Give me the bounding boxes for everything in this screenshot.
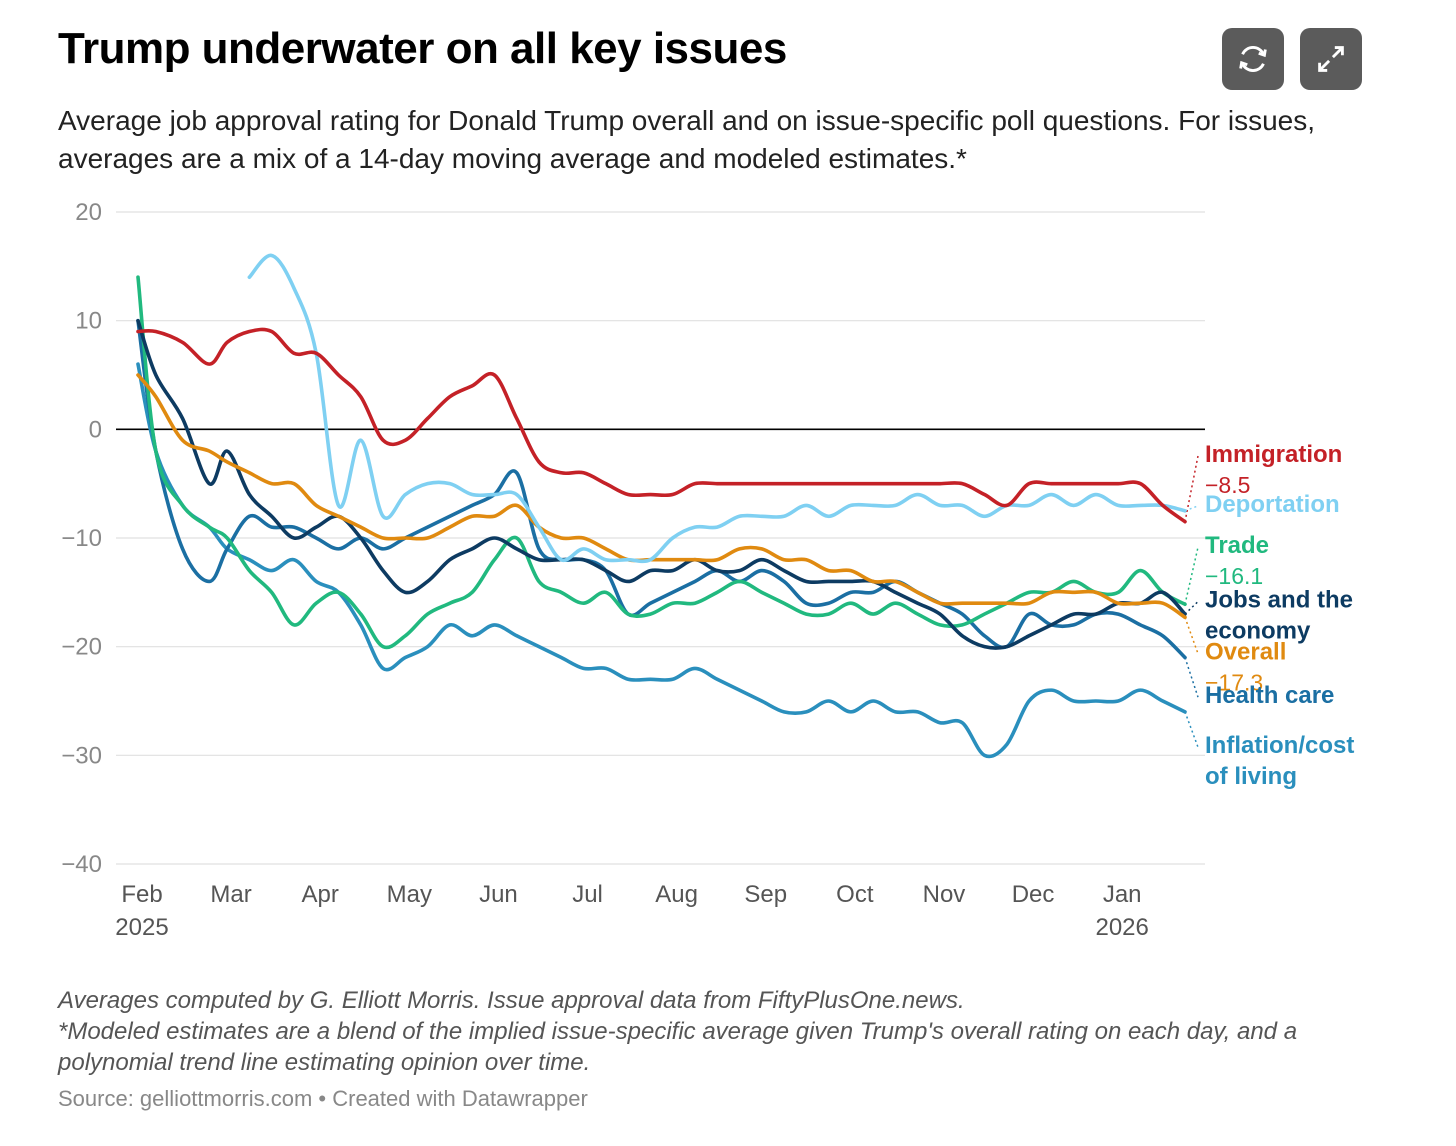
x-tick-label: Apr: [302, 881, 339, 908]
leader-line: [1184, 601, 1199, 615]
leader-line: [1184, 711, 1199, 748]
leader-line: [1184, 617, 1199, 654]
x-axis-ticks: Feb 2025 Mar Apr May Jun Jul Aug Sep Oct Nov Dec Jan…: [115, 881, 1149, 941]
end-label-health-care: Health care: [1205, 682, 1334, 709]
x-tick-label: Oct: [836, 881, 874, 908]
series-line-inflation-cost-of-living: [136, 362, 1187, 759]
leader-line: [1184, 657, 1199, 698]
leader-line: [1184, 455, 1199, 522]
x-tick-label: Nov: [923, 881, 966, 908]
refresh-icon: [1239, 45, 1267, 73]
x-tick-label: Mar: [210, 881, 251, 908]
end-label-inflation-cost-of-living: Inflation/cost: [1205, 732, 1354, 759]
series-lines: [136, 253, 1187, 759]
expand-button[interactable]: [1300, 28, 1362, 90]
end-value-trade: −16.1: [1205, 563, 1263, 589]
line-chart: 20 10 0 −10 −20 −30 −40 Feb 2025 Mar Apr May Jun Jul…: [61, 199, 1354, 941]
end-label-deportation: Deportation: [1205, 491, 1340, 518]
end-value-immigration: −8.5: [1205, 472, 1250, 498]
x-tick-year: 2026: [1095, 914, 1148, 941]
x-tick-label: Dec: [1012, 881, 1055, 908]
end-label-overall: Overall: [1205, 639, 1286, 666]
series-line-trade: [136, 275, 1187, 650]
x-tick-label: Jan: [1103, 881, 1142, 908]
x-tick-label: Feb: [121, 881, 162, 908]
footnotes: Averages computed by G. Elliott Morris. …: [58, 985, 1398, 1078]
y-tick-label: 10: [75, 308, 102, 335]
chart-title: Trump underwater on all key issues: [58, 24, 787, 73]
expand-icon: [1318, 46, 1344, 72]
series-line-overall: [136, 373, 1187, 620]
y-tick-label: −20: [61, 634, 102, 661]
y-tick-label: 20: [75, 199, 102, 226]
x-tick-label: Aug: [655, 881, 698, 908]
end-label-jobs-and-the-economy: economy: [1205, 618, 1311, 645]
chart-subtitle: Average job approval rating for Donald T…: [58, 105, 1316, 174]
series-line-deportation: [247, 253, 1187, 564]
source-credit: Source: gelliottmorris.com • Created wit…: [58, 1086, 588, 1111]
x-tick-label: May: [387, 881, 432, 908]
y-tick-label: 0: [89, 416, 102, 443]
y-tick-label: −30: [61, 742, 102, 769]
x-tick-label: Sep: [744, 881, 787, 908]
series-line-immigration: [136, 327, 1187, 524]
refresh-button[interactable]: [1222, 28, 1284, 90]
end-value-overall: −17.3: [1205, 670, 1263, 696]
x-tick-label: Jun: [479, 881, 518, 908]
end-label-inflation-cost-of-living: of living: [1205, 763, 1297, 790]
x-tick-year: 2025: [115, 914, 168, 941]
y-axis-ticks: 20 10 0 −10 −20 −30 −40: [61, 199, 102, 878]
y-tick-label: −40: [61, 851, 102, 878]
end-label-jobs-and-the-economy: Jobs and the: [1205, 587, 1353, 614]
leader-line: [1184, 505, 1199, 512]
gridlines: [116, 211, 1205, 865]
footnote-averages: Averages computed by G. Elliott Morris. …: [58, 987, 965, 1014]
y-tick-label: −10: [61, 525, 102, 552]
footnote-modeled: *Modeled estimates are a blend of the im…: [58, 1018, 1298, 1076]
x-tick-label: Jul: [572, 881, 603, 908]
end-label-immigration: Immigration: [1205, 441, 1342, 468]
leader-line: [1184, 547, 1199, 605]
end-label-trade: Trade: [1205, 532, 1269, 559]
series-line-jobs-and-the-economy: [136, 318, 1187, 650]
